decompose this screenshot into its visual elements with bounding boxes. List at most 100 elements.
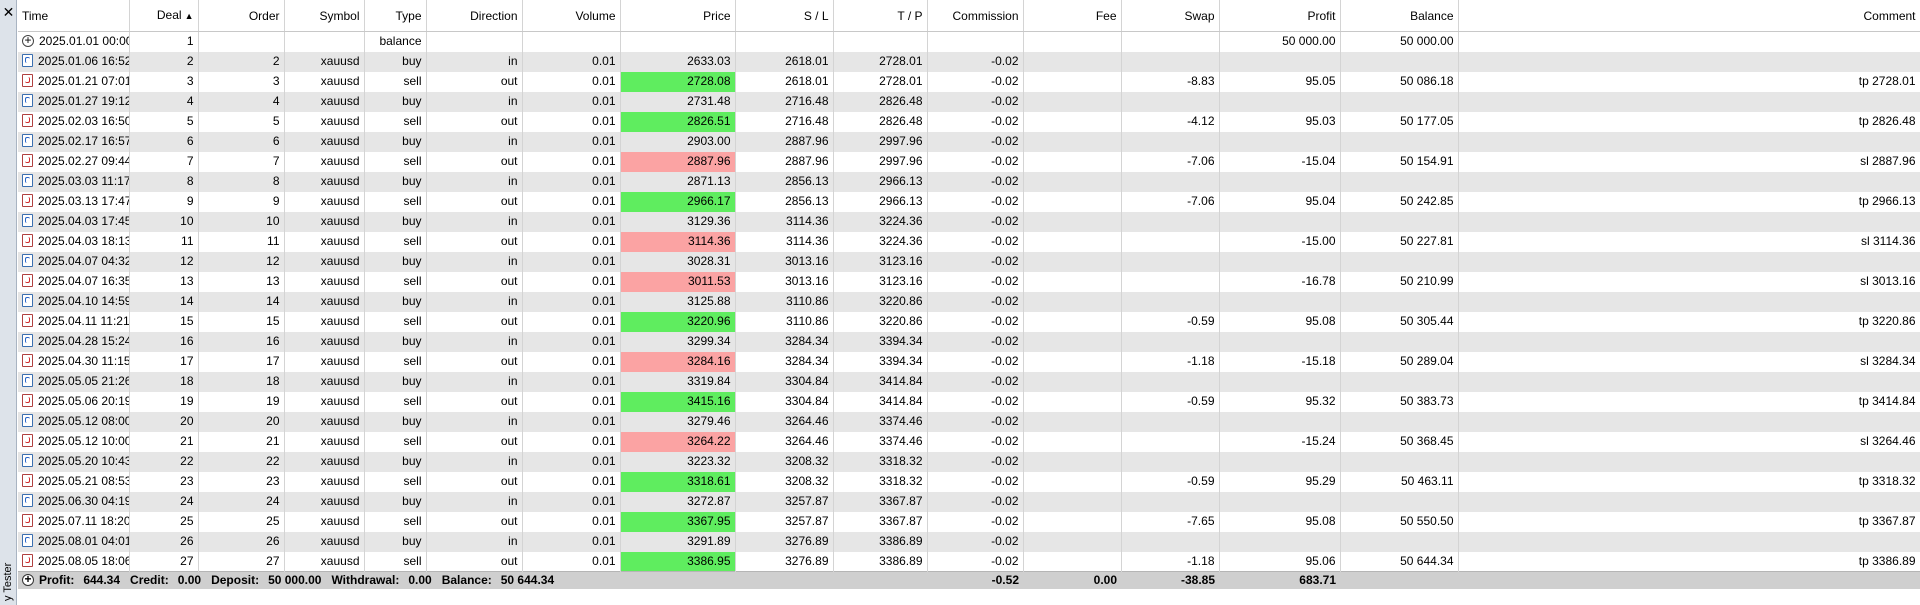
cell-comment	[1458, 531, 1920, 552]
cell-deal: 23	[129, 471, 199, 492]
cell-order: 15	[198, 311, 285, 332]
cell-fee	[1023, 491, 1122, 512]
table-row[interactable]: 2025.01.27 19:12:3544xauusdbuyin0.012731…	[18, 91, 1920, 112]
cell-volume: 0.01	[522, 511, 621, 532]
column-header-symbol[interactable]: Symbol	[284, 0, 365, 32]
cell-fee	[1023, 111, 1122, 132]
cell-tp: 3224.36	[833, 211, 928, 232]
cell-profit: 95.08	[1219, 511, 1341, 532]
column-header-balance[interactable]: Balance	[1340, 0, 1459, 32]
cell-swap	[1121, 531, 1220, 552]
table-row[interactable]: 2025.05.12 10:00:312121xauusdsellout0.01…	[18, 431, 1920, 452]
column-header-profit[interactable]: Profit	[1219, 0, 1341, 32]
cell-direction: in	[426, 411, 523, 432]
sell-deal-icon	[22, 514, 33, 527]
cell-symbol: xauusd	[284, 151, 365, 172]
cell-direction: in	[426, 251, 523, 272]
cell-time: 2025.02.17 16:57:14	[18, 131, 130, 152]
table-row[interactable]: 2025.01.06 16:52:1922xauusdbuyin0.012633…	[18, 51, 1920, 72]
cell-swap: -1.18	[1121, 551, 1220, 572]
column-header-comment[interactable]: Comment	[1458, 0, 1920, 32]
table-row[interactable]: 2025.01.21 07:01:2933xauusdsellout0.0127…	[18, 71, 1920, 92]
column-header-commission[interactable]: Commission	[927, 0, 1024, 32]
table-row[interactable]: 2025.05.20 10:43:292222xauusdbuyin0.0132…	[18, 451, 1920, 472]
summary-item: Withdrawal: 0.00	[331, 573, 432, 587]
cell-symbol: xauusd	[284, 411, 365, 432]
table-row[interactable]: 2025.04.28 15:24:321616xauusdbuyin0.0132…	[18, 331, 1920, 352]
table-row[interactable]: 2025.06.30 04:19:542424xauusdbuyin0.0132…	[18, 491, 1920, 512]
cell-symbol: xauusd	[284, 131, 365, 152]
cell-comment	[1458, 291, 1920, 312]
cell-direction: out	[426, 511, 523, 532]
cell-symbol: xauusd	[284, 471, 365, 492]
cell-volume: 0.01	[522, 251, 621, 272]
table-row[interactable]: 2025.08.01 04:01:462626xauusdbuyin0.0132…	[18, 531, 1920, 552]
cell-balance: 50 227.81	[1340, 231, 1459, 252]
table-row[interactable]: 2025.07.11 18:20:002525xauusdsellout0.01…	[18, 511, 1920, 532]
table-row[interactable]: 2025.04.30 11:15:051717xauusdsellout0.01…	[18, 351, 1920, 372]
column-header-tp[interactable]: T / P	[833, 0, 928, 32]
column-header-time[interactable]: Time	[18, 0, 130, 32]
cell-volume: 0.01	[522, 491, 621, 512]
cell-comment: sl 2887.96	[1458, 151, 1920, 172]
cell-swap	[1121, 271, 1220, 292]
table-row[interactable]: 2025.02.17 16:57:1466xauusdbuyin0.012903…	[18, 131, 1920, 152]
table-row[interactable]: 2025.04.03 17:45:591010xauusdbuyin0.0131…	[18, 211, 1920, 232]
cell-profit	[1219, 251, 1341, 272]
table-row[interactable]: 2025.04.03 18:13:411111xauusdsellout0.01…	[18, 231, 1920, 252]
table-row[interactable]: 2025.05.05 21:26:291818xauusdbuyin0.0133…	[18, 371, 1920, 392]
cell-volume: 0.01	[522, 551, 621, 572]
summary-row: Profit:644.34 Credit:0.00 Deposit:50 000.0…	[18, 571, 1920, 589]
table-row[interactable]: 2025.05.06 20:19:261919xauusdsellout0.01…	[18, 391, 1920, 412]
table-row[interactable]: 2025.05.21 08:53:472323xauusdsellout0.01…	[18, 471, 1920, 492]
cell-volume: 0.01	[522, 291, 621, 312]
cell-commission: -0.02	[927, 471, 1024, 492]
cell-balance	[1340, 491, 1459, 512]
cell-fee	[1023, 311, 1122, 332]
table-row[interactable]: 2025.02.27 09:44:1777xauusdsellout0.0128…	[18, 151, 1920, 172]
cell-tp: 2997.96	[833, 131, 928, 152]
table-row[interactable]: 2025.05.12 08:00:002020xauusdbuyin0.0132…	[18, 411, 1920, 432]
cell-balance	[1340, 331, 1459, 352]
cell-order	[198, 31, 285, 52]
column-header-order[interactable]: Order	[198, 0, 285, 32]
table-row[interactable]: 2025.02.03 16:50:1055xauusdsellout0.0128…	[18, 111, 1920, 132]
column-header-volume[interactable]: Volume	[522, 0, 621, 32]
cell-balance: 50 463.11	[1340, 471, 1459, 492]
table-row[interactable]: 2025.03.13 17:47:5899xauusdsellout0.0129…	[18, 191, 1920, 212]
cell-swap: -7.65	[1121, 511, 1220, 532]
cell-commission: -0.02	[927, 351, 1024, 372]
summary-item: Credit: 0.00	[130, 573, 202, 587]
cell-commission: -0.02	[927, 251, 1024, 272]
cell-direction: out	[426, 231, 523, 252]
column-header-direction[interactable]: Direction	[426, 0, 523, 32]
expand-icon[interactable]	[22, 572, 34, 586]
table-row[interactable]: 2025.04.10 14:59:391414xauusdbuyin0.0131…	[18, 291, 1920, 312]
cell-price: 2871.13	[620, 171, 736, 192]
total-comment	[1458, 571, 1920, 589]
table-row[interactable]: 2025.04.07 04:32:511212xauusdbuyin0.0130…	[18, 251, 1920, 272]
table-row[interactable]: 2025.03.03 11:17:5488xauusdbuyin0.012871…	[18, 171, 1920, 192]
table-row[interactable]: 2025.08.05 18:06:132727xauusdsellout0.01…	[18, 551, 1920, 572]
cell-swap: -8.83	[1121, 71, 1220, 92]
cell-volume: 0.01	[522, 411, 621, 432]
cell-volume: 0.01	[522, 451, 621, 472]
column-header-swap[interactable]: Swap	[1121, 0, 1220, 32]
column-header-fee[interactable]: Fee	[1023, 0, 1122, 32]
column-header-sl[interactable]: S / L	[735, 0, 834, 32]
table-row[interactable]: 2025.04.07 16:35:091313xauusdsellout0.01…	[18, 271, 1920, 292]
cell-deal: 7	[129, 151, 199, 172]
cell-time: 2025.04.07 16:35:09	[18, 271, 130, 292]
cell-commission: -0.02	[927, 111, 1024, 132]
close-icon[interactable]: ✕	[2, 4, 15, 20]
column-header-deal[interactable]: Deal ▲	[129, 0, 199, 32]
cell-sl: 3114.36	[735, 231, 834, 252]
column-header-price[interactable]: Price	[620, 0, 736, 32]
cell-balance: 50 210.99	[1340, 271, 1459, 292]
column-header-type[interactable]: Type	[364, 0, 427, 32]
cell-direction: out	[426, 391, 523, 412]
table-row[interactable]: 2025.04.11 11:21:511515xauusdsellout0.01…	[18, 311, 1920, 332]
cell-type: buy	[364, 51, 427, 72]
cell-balance: 50 086.18	[1340, 71, 1459, 92]
